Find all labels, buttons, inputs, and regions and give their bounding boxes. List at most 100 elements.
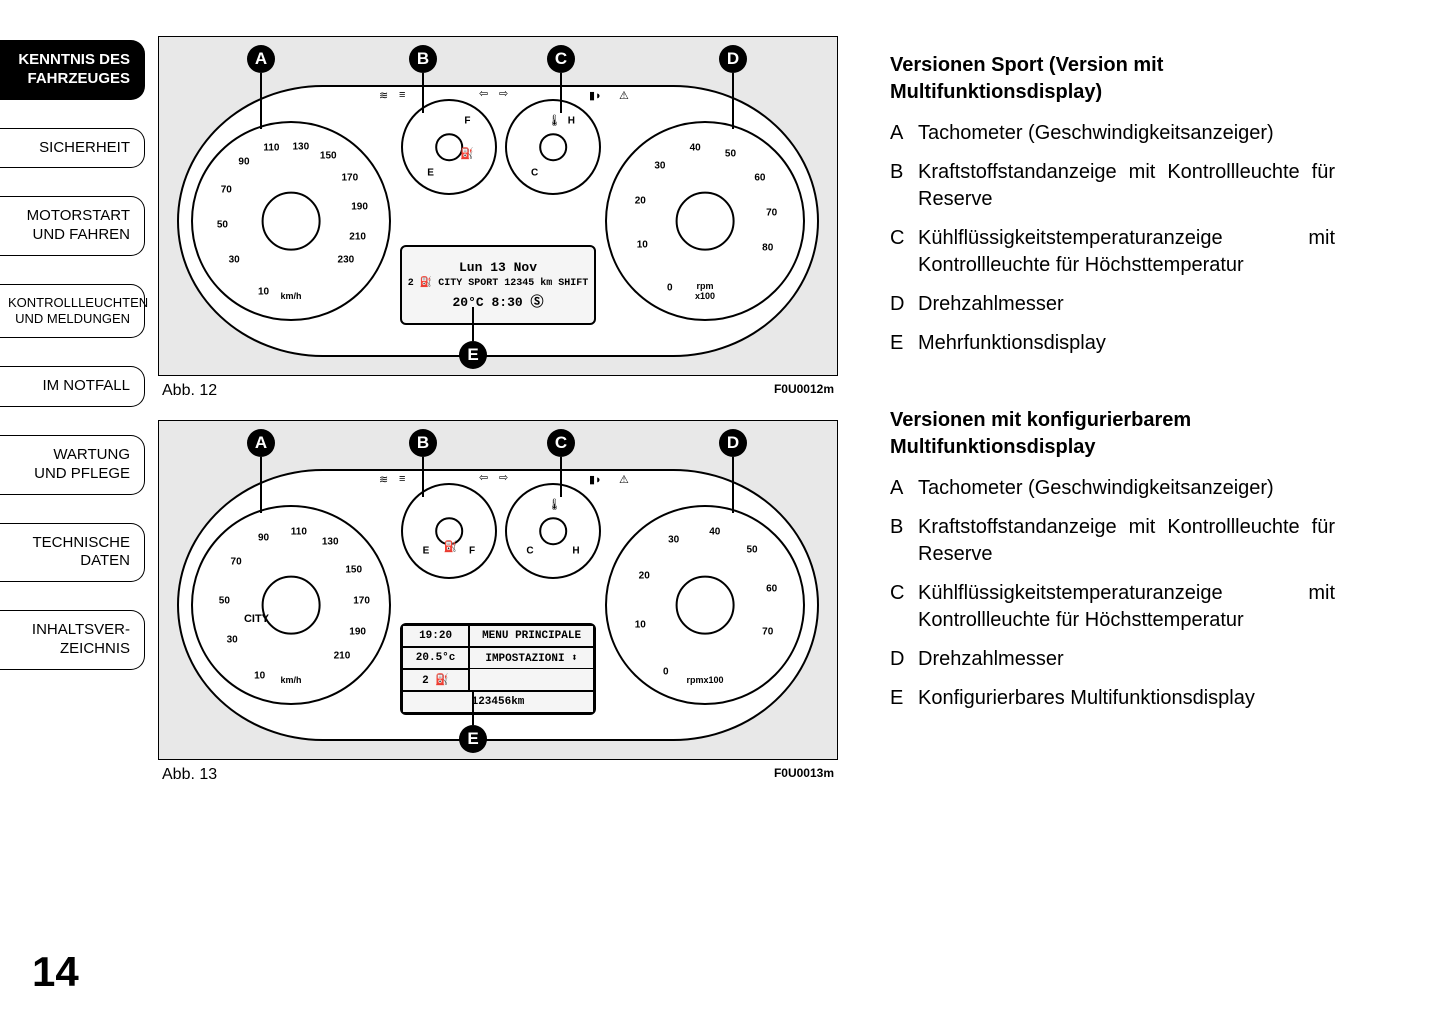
tab-label: MOTORSTARTUND FAHREN [27,207,130,243]
speedo-num: 170 [353,596,370,607]
legend-letter: E [890,685,918,712]
speedo-num: 30 [227,635,238,646]
legend-item: DDrehzahlmesser [890,291,1335,318]
tacho-num: 20 [639,570,650,581]
speedo-num: 110 [263,143,279,154]
instrument-cluster: km/h 10 30 50 70 90 110 130 150 170 190 … [177,85,819,357]
legend-item: BKraftstoffstandanzeige mit Kontrollleuc… [890,514,1335,568]
section-sport: Versionen Sport (Version mit Multifunkti… [890,52,1335,357]
legend-item: ATachometer (Geschwindigkeitsanzeiger) [890,120,1335,147]
legend-letter: E [890,330,918,357]
tacho-num: 60 [754,172,765,183]
tacho-num: 10 [637,239,648,250]
tab-motorstart[interactable]: MOTORSTARTUND FAHREN [0,196,145,256]
temp-icon: 🌡 [547,498,561,511]
legend-letter: B [890,159,918,213]
lcd-line: 2 ⛽ CITY SPORT 12345 km SHIFT [408,277,588,289]
legend-letter: C [890,225,918,279]
lead-e [472,691,474,725]
legend-text: Drehzahlmesser [918,291,1335,318]
temp-gauge: C H 🌡 [505,99,601,195]
callout-e: E [459,341,487,369]
temp-h: H [572,546,579,557]
turn-left-icon: ⇦ [479,87,488,100]
lead-b [422,73,424,113]
lcd-line: Lun 13 Nov [459,260,537,275]
tab-label: WARTUNGUND PFLEGE [34,446,130,482]
figure-12: A B C D E km/h 10 30 50 70 90 [158,36,838,400]
tab-sicherheit[interactable]: SICHERHEIT [0,128,145,169]
foglight-icon: ≋ [379,473,388,486]
callout-e: E [459,725,487,753]
gauge-hub [435,133,463,161]
legend-item: EKonfigurierbares Multifunktionsdisplay [890,685,1335,712]
legend-text: Tachometer (Geschwindigkeitsanzeiger) [918,120,1335,147]
legend-text: Kraftstoffstandanzeige mit Kontrollleuch… [918,514,1335,568]
tacho-num: 10 [635,619,646,630]
speedo-num: 90 [258,533,269,544]
lead-e [472,307,474,341]
fuel-gauge: E F ⛽ [401,483,497,579]
speedo-num: 70 [231,556,242,567]
gauge-hub [262,576,321,635]
legend-text: Mehrfunktionsdisplay [918,330,1335,357]
temp-c: C [526,546,533,557]
text-column: Versionen Sport (Version mit Multifunkti… [890,52,1335,748]
callout-b: B [409,429,437,457]
lcd-temp: 20.5°c [402,647,469,669]
lcd-gear: 2 ⛽ [402,669,469,691]
highbeam-icon: ≡ [399,89,405,101]
legend-item: CKühlflüssigkeitstemperaturanzeige mit K… [890,225,1335,279]
speedo-num: 170 [341,172,358,183]
speedo-num: 210 [334,650,351,661]
tacho-unit: rpmx100 [695,281,715,301]
tab-notfall[interactable]: IM NOTFALL [0,366,145,407]
legend-text: Drehzahlmesser [918,646,1335,673]
legend-letter: B [890,514,918,568]
speedo-num: 30 [229,255,240,266]
lead-a [260,73,262,129]
speedo-num: 190 [349,627,366,638]
tab-label: TECHNISCHEDATEN [32,534,130,570]
legend-text: Tachometer (Geschwindigkeitsanzeiger) [918,475,1335,502]
tab-wartung[interactable]: WARTUNGUND PFLEGE [0,435,145,495]
fuel-f: F [464,116,470,127]
legend-list: ATachometer (Geschwindigkeitsanzeiger) B… [890,475,1335,712]
tab-label: KENNTNIS DESFAHRZEUGES [18,51,130,87]
speedo-num: 90 [238,157,249,168]
tab-technische[interactable]: TECHNISCHEDATEN [0,523,145,583]
fuel-e: E [423,546,430,557]
tacho-num: 40 [690,143,701,154]
legend-letter: D [890,646,918,673]
speedo-num: 130 [292,141,309,152]
section-title: Versionen Sport (Version mit Multifunkti… [890,52,1335,106]
callout-a: A [247,429,275,457]
tacho-num: 40 [709,527,720,538]
tacho-num: 20 [635,196,646,207]
tachometer: rpmx100 0 10 20 30 40 50 60 70 [605,505,805,705]
tab-kenntnis[interactable]: KENNTNIS DESFAHRZEUGES [0,40,145,100]
legend-item: CKühlflüssigkeitstemperaturanzeige mit K… [890,580,1335,634]
legend-item: EMehrfunktionsdisplay [890,330,1335,357]
legend-text: Kühlflüssigkeitstemperaturanzeige mit Ko… [918,580,1335,634]
legend-letter: A [890,120,918,147]
speedo-num: 10 [258,286,269,297]
gauge-hub [539,517,567,545]
callout-c: C [547,429,575,457]
lead-d [732,73,734,129]
multifunction-display: Lun 13 Nov 2 ⛽ CITY SPORT 12345 km SHIFT… [400,245,596,325]
foglight-icon: ≋ [379,89,388,102]
tab-kontroll[interactable]: KONTROLLLEUCHTENUND MELDUNGEN [0,284,145,339]
lead-b [422,457,424,497]
lcd-time: 19:20 [402,625,469,647]
fuel-f: F [469,546,475,557]
speedo-num: 110 [291,527,307,538]
tab-inhalt[interactable]: INHALTSVER-ZEICHNIS [0,610,145,670]
temp-h: H [568,116,575,127]
lead-c [560,73,562,113]
tacho-num: 0 [663,666,669,677]
legend-item: ATachometer (Geschwindigkeitsanzeiger) [890,475,1335,502]
callout-d: D [719,429,747,457]
tacho-num: 0 [667,282,673,293]
tab-label: SICHERHEIT [39,139,130,156]
